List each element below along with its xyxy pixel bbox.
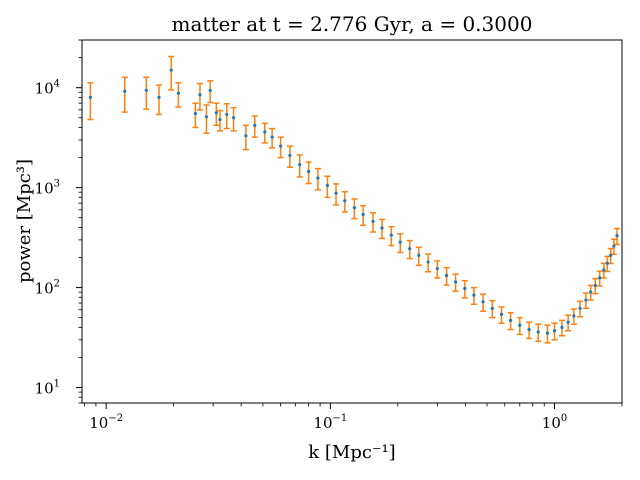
data-point [176, 91, 181, 95]
errorbar [203, 104, 210, 135]
data-point [612, 244, 616, 248]
data-point [552, 329, 557, 333]
data-point [307, 169, 311, 174]
data-point [408, 247, 412, 251]
data-point [472, 293, 476, 297]
data-point [578, 306, 582, 310]
data-point [380, 226, 384, 230]
data-point [298, 162, 302, 167]
errorbar [155, 84, 162, 116]
data-point [371, 219, 375, 223]
plot-area [87, 55, 621, 344]
data-point [593, 283, 597, 288]
data-point [343, 199, 347, 203]
data-point [398, 240, 402, 244]
data-point [572, 314, 576, 318]
data-point [609, 253, 613, 257]
errorbar [196, 82, 203, 111]
errorbar [121, 76, 128, 113]
data-point [490, 306, 494, 310]
data-point [566, 320, 570, 324]
data-point [584, 298, 588, 302]
axes-frame [81, 39, 623, 404]
data-point [253, 123, 257, 127]
chart-title: matter at t = 2.776 Gyr, a = 0.3000 [172, 12, 533, 36]
data-point [499, 312, 504, 316]
data-point [204, 115, 209, 119]
data-point [536, 330, 540, 334]
y-axis: 101 102 103 104 [35, 39, 82, 404]
data-point [218, 117, 222, 122]
data-point [602, 268, 606, 272]
data-point [615, 234, 619, 238]
data-point [417, 253, 421, 257]
data-point [208, 88, 212, 92]
data-point [389, 233, 393, 237]
errorbar [168, 55, 175, 91]
data-point [605, 261, 609, 265]
data-point [545, 331, 550, 335]
data-point [481, 300, 485, 304]
y-tick-label: 104 [35, 79, 60, 98]
data-point [518, 323, 522, 327]
data-point [263, 130, 267, 134]
data-point [426, 260, 430, 264]
data-point [435, 266, 439, 271]
data-point [157, 95, 161, 99]
data-point [316, 176, 320, 180]
data-point [509, 318, 513, 322]
errorbar [192, 102, 199, 129]
data-point [214, 111, 218, 115]
data-point [193, 112, 197, 116]
x-axis: 10−2 10−1 100 [84, 403, 623, 432]
data-point [169, 68, 173, 72]
x-axis-label: k [Mpc⁻¹] [308, 442, 395, 463]
data-point [88, 95, 92, 99]
data-point [231, 116, 236, 120]
y-tick-label: 101 [35, 379, 60, 398]
errorbar [223, 103, 230, 130]
data-point [225, 112, 229, 117]
data-point [270, 135, 274, 139]
y-axis-label: power [Mpc³] [14, 159, 35, 283]
errorbar [87, 82, 94, 121]
y-tick-label: 103 [35, 179, 60, 198]
errorbar [242, 124, 249, 151]
x-tick-label: 10−2 [89, 413, 123, 432]
data-point [288, 153, 292, 158]
data-point [198, 93, 202, 97]
data-point [123, 89, 127, 93]
data-point [279, 144, 283, 148]
data-point [325, 183, 329, 188]
data-point [560, 325, 564, 329]
x-tick-label: 10−1 [313, 413, 347, 432]
data-point [453, 280, 458, 284]
data-point [527, 327, 531, 332]
data-point [352, 206, 356, 210]
errorbar [143, 76, 150, 110]
data-point [444, 273, 449, 278]
data-point [361, 212, 365, 216]
data-point [589, 290, 593, 294]
data-point [598, 276, 602, 280]
y-tick-label: 102 [35, 279, 60, 298]
errorbar [175, 82, 182, 108]
data-point [144, 88, 148, 92]
data-point [244, 134, 248, 138]
data-point [334, 191, 338, 195]
x-tick-label: 100 [542, 413, 567, 432]
data-point [463, 286, 467, 291]
